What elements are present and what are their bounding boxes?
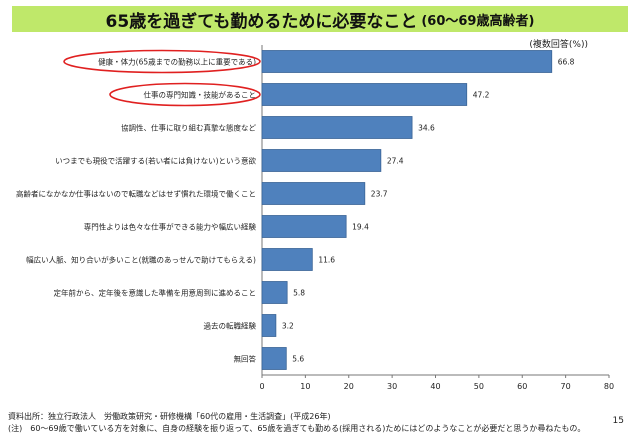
- category-label: 幅広い人脈、知り合いが多いこと(就職のあっせんで助けてもらえる): [26, 255, 256, 265]
- category-label: 協調性、仕事に取り組む真摯な態度など: [121, 123, 256, 133]
- data-label: 66.8: [558, 58, 575, 67]
- highlight-ellipse: [63, 49, 261, 74]
- multiple-answer-note: (複数回答(%)): [529, 40, 588, 50]
- category-label: 仕事の専門知識・技能があること: [144, 90, 257, 100]
- footnote: (注) 60～69歳で働いている方を対象に、自身の経験を振り返って、65歳を過ぎ…: [8, 424, 586, 433]
- x-tick-label: 40: [430, 382, 440, 391]
- data-label: 19.4: [352, 223, 369, 232]
- bar: [261, 215, 347, 238]
- x-tick-label: 10: [300, 382, 310, 391]
- x-tick-label: 0: [259, 382, 264, 391]
- x-tick-label: 20: [344, 382, 354, 391]
- data-label: 5.8: [293, 289, 305, 298]
- category-label: 高齢者になかなか仕事はないので転職などはせず慣れた環境で働くこと: [16, 189, 256, 199]
- x-tick-label: 50: [474, 382, 484, 391]
- bar: [261, 50, 553, 73]
- data-label: 3.2: [282, 322, 294, 331]
- data-label: 34.6: [418, 124, 435, 133]
- bar: [261, 347, 287, 370]
- data-label: 47.2: [473, 91, 490, 100]
- x-tick-label: 70: [561, 382, 571, 391]
- chart-title: 65歳を過ぎても勤めるために必要なこと: [105, 11, 418, 32]
- page-number: 15: [612, 416, 624, 426]
- category-label: 無回答: [234, 354, 257, 364]
- bar: [261, 149, 382, 172]
- bar-chart: 0 10 20 30 40 50 60 70 80 66.8 健康・体力(65歳までの勤務以上に重要…: [16, 45, 614, 391]
- data-label: 23.7: [371, 190, 388, 199]
- data-label: 27.4: [387, 157, 404, 166]
- data-label: 11.6: [318, 256, 335, 265]
- x-tick-label: 80: [604, 382, 614, 391]
- source-note: 資料出所：独立行政法人 労働政策研究・研修機構「60代の雇用・生活調査」(平成2…: [8, 412, 331, 421]
- chart-subtitle: (60～69歳高齢者): [421, 13, 535, 29]
- category-label: 健康・体力(65歳までの勤務以上に重要である): [98, 57, 256, 67]
- bar: [261, 281, 288, 304]
- data-label: 5.6: [292, 355, 304, 364]
- x-tick-label: 60: [517, 382, 527, 391]
- title-banner: 65歳を過ぎても勤めるために必要なこと (60～69歳高齢者): [12, 6, 628, 32]
- category-label: 過去の転職経験: [204, 321, 257, 331]
- category-label: 専門性よりは色々な仕事ができる能力や幅広い経験: [84, 222, 257, 232]
- bar: [261, 182, 366, 205]
- category-label: いつまでも現役で活躍する(若い者には負けない)という意欲: [55, 156, 256, 166]
- highlight-ellipse: [109, 82, 261, 107]
- bar: [261, 314, 277, 337]
- bar: [261, 116, 413, 139]
- x-tick-label: 30: [387, 382, 397, 391]
- category-label: 定年前から、定年後を意識した準備を用意周到に進めること: [54, 288, 257, 298]
- bar: [261, 83, 468, 106]
- bar: [261, 248, 313, 271]
